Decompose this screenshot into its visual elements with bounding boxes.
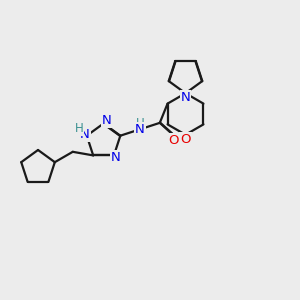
Text: O: O	[180, 134, 191, 146]
Text: N: N	[111, 151, 121, 164]
Text: N: N	[102, 114, 112, 127]
Text: N: N	[135, 123, 145, 136]
Text: N: N	[80, 128, 90, 141]
Text: O: O	[168, 134, 178, 147]
Text: N: N	[181, 91, 190, 104]
Text: H: H	[136, 116, 144, 130]
Text: H: H	[74, 122, 83, 135]
